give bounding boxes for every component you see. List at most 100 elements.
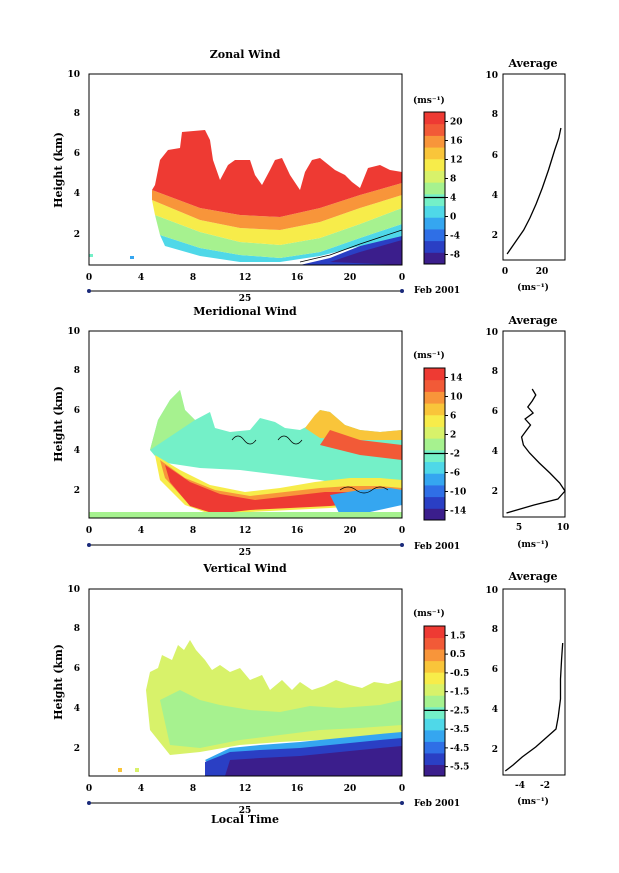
field-yellow (152, 195, 402, 245)
avg-title: Average (507, 314, 557, 327)
field-negative (330, 488, 402, 515)
day-axis-marker (87, 543, 91, 547)
avg-y-tick: 2 (492, 745, 498, 755)
x-ticks: 0 4 8 12 16 20 0 (86, 784, 405, 794)
colorbar-swatch (424, 449, 445, 463)
average-profile: Average 2 4 6 8 10 0 20 (ms⁻¹) (485, 57, 566, 293)
colorbar-tick-label: -1.5 (450, 688, 469, 698)
colorbar-swatch (424, 729, 445, 742)
avg-x-tick: 0 (502, 267, 508, 277)
x-tick-label: 0 (399, 526, 405, 536)
y-axis-label: Height (km) (52, 386, 65, 462)
avg-y-tick: 8 (492, 110, 498, 120)
panel-zonal: Zonal Wind Height (km) 2 4 6 8 10 (52, 48, 566, 296)
avg-unit: (ms⁻¹) (517, 282, 549, 293)
colorbar-swatch (424, 205, 445, 218)
colorbar-tick-label: -5.5 (450, 763, 469, 773)
panel-meridional: Meridional Wind Height (km) 2 4 6 8 10 (52, 305, 569, 552)
avg-line (506, 388, 566, 514)
field-orange (152, 183, 402, 230)
heatmap (118, 640, 402, 776)
date-label: Feb 2001 (414, 542, 460, 552)
avg-frame (502, 588, 566, 776)
sparse-cell (130, 256, 134, 259)
avg-y-tick: 6 (492, 407, 498, 417)
avg-y-tick: 10 (485, 328, 498, 338)
colorbar-swatch (424, 182, 445, 195)
colorbar: -14 -10 -6 -2 2 6 10 14 (423, 367, 466, 521)
avg-y-tick: 8 (492, 625, 498, 635)
x-tick-label: 0 (86, 784, 92, 794)
x-tick-label: 8 (190, 784, 196, 794)
colorbar-tick-label: 0 (450, 213, 456, 223)
x-tick-label: 12 (239, 526, 252, 536)
colorbar-tick-label: -4.5 (450, 744, 469, 754)
x-tick-label: 0 (399, 273, 405, 283)
day-label: 25 (239, 806, 252, 816)
day-label: 25 (239, 294, 252, 304)
y-tick-label: 6 (74, 406, 80, 416)
colorbar-unit: (ms⁻¹) (413, 350, 445, 361)
colorbar-tick-label: -2.5 (450, 706, 469, 716)
field-cyan (150, 390, 402, 495)
colorbar-tick-label: -0.5 (450, 669, 469, 679)
colorbar-tick-label: 2 (450, 431, 456, 441)
x-tick-label: 20 (344, 273, 357, 283)
heatmap (89, 390, 402, 518)
colorbar-swatch (424, 752, 445, 765)
plot-frame (88, 73, 403, 266)
avg-x-tick: 10 (557, 523, 570, 533)
y-tick-label: 4 (74, 704, 80, 714)
avg-frame (502, 330, 566, 518)
field-yellow (305, 410, 402, 440)
avg-line (504, 642, 564, 772)
y-tick-label: 2 (74, 744, 80, 754)
day-axis-marker (400, 289, 404, 293)
colorbar-swatch (424, 672, 445, 685)
avg-y-tick: 4 (492, 191, 498, 201)
x-tick-label: 4 (138, 273, 144, 283)
y-tick-label: 10 (67, 327, 80, 337)
field-darkest-blue (225, 746, 402, 776)
x-tick-label: 20 (344, 526, 357, 536)
avg-y-tick: 6 (492, 665, 498, 675)
colorbar-swatch (424, 484, 445, 498)
field-green (160, 690, 402, 748)
y-axis-label: Height (km) (52, 132, 65, 208)
colorbar-tick-label: -2 (450, 450, 460, 460)
day-axis-marker (87, 801, 91, 805)
panel-vertical: Vertical Wind Height (km) 2 4 6 8 10 0 4… (52, 562, 566, 826)
colorbar-swatch (424, 718, 445, 731)
x-tick-label: 4 (138, 784, 144, 794)
colorbar-swatch (424, 193, 445, 207)
x-tick-label: 12 (239, 784, 252, 794)
avg-y-tick: 10 (485, 71, 498, 81)
avg-y-tick: 6 (492, 151, 498, 161)
avg-x-tick: 5 (516, 523, 522, 533)
colorbar: -5.5 -4.5 -3.5 -2.5 -1.5 -0.5 0.5 1.5 (423, 625, 469, 777)
colorbar-tick-label: 1.5 (450, 631, 466, 641)
colorbar-swatch (424, 112, 445, 125)
x-tick-label: 0 (86, 273, 92, 283)
colorbar-tick-label: 0.5 (450, 650, 466, 660)
colorbar-tick-label: 6 (450, 412, 456, 422)
day-axis-marker (400, 801, 404, 805)
avg-unit: (ms⁻¹) (517, 796, 549, 807)
colorbar-swatch (424, 217, 445, 230)
colorbar-swatch (424, 473, 445, 486)
sparse-cell (118, 768, 122, 772)
y-tick-label: 2 (74, 230, 80, 240)
colorbar-frame (423, 367, 446, 521)
colorbar-tick-label: 14 (450, 374, 463, 384)
x-tick-label: 8 (190, 273, 196, 283)
colorbar-swatch (424, 414, 445, 427)
avg-y-tick: 4 (492, 447, 498, 457)
y-tick-label: 10 (67, 70, 80, 80)
colorbar-swatch (424, 252, 445, 265)
x-ticks: 0 4 8 12 16 20 0 (86, 273, 405, 283)
colorbar-swatch (424, 368, 445, 381)
y-tick-label: 2 (74, 486, 80, 496)
colorbar-swatch (424, 379, 445, 392)
colorbar-tick-label: 16 (450, 137, 463, 147)
day-axis-marker (87, 289, 91, 293)
